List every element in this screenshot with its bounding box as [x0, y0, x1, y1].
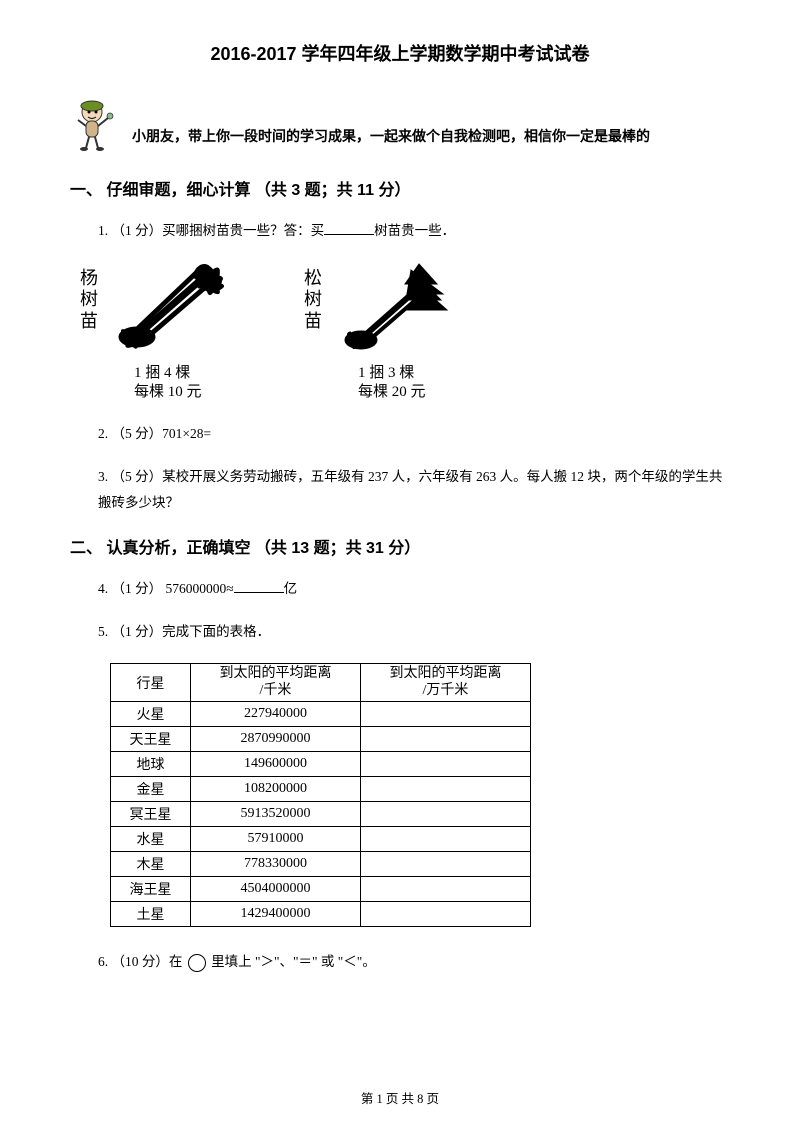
cell-wkm[interactable] [361, 777, 531, 802]
sapling-1-line2: 每棵 10 元 [134, 383, 244, 403]
table-row: 地球149600000 [111, 752, 531, 777]
cell-km: 1429400000 [191, 902, 361, 927]
table-row: 土星1429400000 [111, 902, 531, 927]
q1-blank[interactable] [324, 221, 374, 235]
cell-planet: 金星 [111, 777, 191, 802]
table-row: 木星778330000 [111, 852, 531, 877]
intro-text: 小朋友，带上你一段时间的学习成果，一起来做个自我检测吧，相信你一定是最棒的 [132, 126, 650, 151]
table-row: 火星227940000 [111, 702, 531, 727]
planet-table: 行星 到太阳的平均距离/千米 到太阳的平均距离/万千米 火星227940000天… [110, 663, 531, 928]
cell-wkm[interactable] [361, 827, 531, 852]
q6-suffix: 里填上 "＞"、"＝" 或 "＜"。 [208, 954, 376, 969]
cell-km: 4504000000 [191, 877, 361, 902]
cell-km: 5913520000 [191, 802, 361, 827]
th-wkm: 到太阳的平均距离/万千米 [361, 663, 531, 702]
table-row: 冥王星5913520000 [111, 802, 531, 827]
cell-wkm[interactable] [361, 802, 531, 827]
cell-planet: 水星 [111, 827, 191, 852]
table-row: 海王星4504000000 [111, 877, 531, 902]
cell-planet: 木星 [111, 852, 191, 877]
sapling-1: 杨树苗 1 捆 4 棵 每棵 10 元 [80, 262, 244, 403]
cell-planet: 火星 [111, 702, 191, 727]
q6-circle-blank[interactable] [188, 954, 206, 972]
section-2-header: 二、 认真分析，正确填空 （共 13 题；共 31 分） [70, 534, 730, 558]
table-row: 水星57910000 [111, 827, 531, 852]
cell-planet: 土星 [111, 902, 191, 927]
table-row: 金星108200000 [111, 777, 531, 802]
sapling-1-name: 杨树苗 [80, 262, 100, 333]
question-4: 4. （1 分） 576000000≈ 亿 [98, 576, 730, 602]
question-1: 1. （1 分）买哪捆树苗贵一些？答：买 树苗贵一些． [98, 218, 730, 244]
cell-wkm[interactable] [361, 727, 531, 752]
q1-prefix: 1. （1 分）买哪捆树苗贵一些？答：买 [98, 223, 324, 238]
q1-suffix: 树苗贵一些． [374, 223, 455, 238]
cell-planet: 冥王星 [111, 802, 191, 827]
question-5: 5. （1 分）完成下面的表格． [98, 619, 730, 645]
cell-planet: 地球 [111, 752, 191, 777]
q6-prefix: 6. （10 分）在 [98, 954, 186, 969]
th-km: 到太阳的平均距离/千米 [191, 663, 361, 702]
q4-prefix: 4. （1 分） 576000000≈ [98, 581, 234, 596]
sapling-2-line2: 每棵 20 元 [358, 383, 468, 403]
sapling-2: 松树苗 1 捆 3 棵 每棵 20 元 [304, 262, 468, 403]
page-title: 2016-2017 学年四年级上学期数学期中考试试卷 [70, 40, 730, 66]
cell-wkm[interactable] [361, 752, 531, 777]
sapling-2-name: 松树苗 [304, 262, 324, 333]
question-6: 6. （10 分）在 里填上 "＞"、"＝" 或 "＜"。 [98, 949, 730, 975]
q4-blank[interactable] [234, 579, 284, 593]
intro-row: 小朋友，带上你一段时间的学习成果，一起来做个自我检测吧，相信你一定是最棒的 [70, 96, 730, 151]
cell-km: 227940000 [191, 702, 361, 727]
sapling-row: 杨树苗 1 捆 4 棵 每棵 10 元 松树苗 [80, 262, 730, 403]
cell-wkm[interactable] [361, 852, 531, 877]
cell-planet: 海王星 [111, 877, 191, 902]
th-planet: 行星 [111, 663, 191, 702]
cell-planet: 天王星 [111, 727, 191, 752]
cell-km: 2870990000 [191, 727, 361, 752]
cell-wkm[interactable] [361, 877, 531, 902]
cell-km: 149600000 [191, 752, 361, 777]
question-2: 2. （5 分）701×28= [98, 421, 730, 447]
cell-km: 108200000 [191, 777, 361, 802]
mascot-icon [70, 96, 120, 151]
poplar-sapling-icon [109, 262, 239, 357]
cell-wkm[interactable] [361, 702, 531, 727]
table-row: 天王星2870990000 [111, 727, 531, 752]
page-footer: 第 1 页 共 8 页 [0, 1088, 800, 1107]
table-header-row: 行星 到太阳的平均距离/千米 到太阳的平均距离/万千米 [111, 663, 531, 702]
cell-km: 57910000 [191, 827, 361, 852]
cell-km: 778330000 [191, 852, 361, 877]
cell-wkm[interactable] [361, 902, 531, 927]
q4-suffix: 亿 [284, 581, 298, 596]
sapling-1-line1: 1 捆 4 棵 [134, 364, 244, 384]
sapling-2-line1: 1 捆 3 棵 [358, 364, 468, 384]
section-1-header: 一、 仔细审题，细心计算 （共 3 题；共 11 分） [70, 176, 730, 200]
question-3: 3. （5 分）某校开展义务劳动搬砖，五年级有 237 人，六年级有 263 人… [98, 464, 730, 515]
pine-sapling-icon [333, 262, 463, 357]
